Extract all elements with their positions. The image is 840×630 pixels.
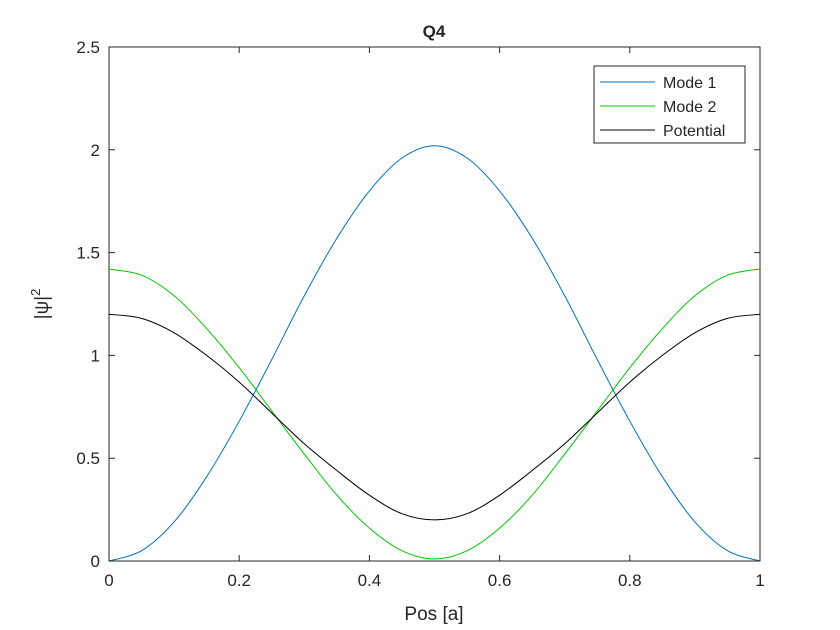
y-tick-label: 1.5 — [76, 244, 100, 263]
legend-label-2: Mode 2 — [663, 99, 716, 116]
y-tick-label: 2 — [91, 141, 100, 160]
legend-label-1: Mode 1 — [663, 75, 716, 92]
y-tick-label: 2.5 — [76, 38, 100, 57]
y-axis-label: |ψ|2 — [28, 289, 53, 320]
y-axis-label-main: |ψ| — [32, 296, 53, 319]
y-tick-label: 1 — [91, 346, 100, 365]
series-line-1 — [108, 145, 761, 562]
x-tick-label: 0.6 — [488, 571, 512, 590]
y-tick-label: 0.5 — [76, 449, 100, 468]
x-tick-label: 0.2 — [227, 571, 251, 590]
ticks-layer: 0 0.2 0.4 0.6 0.8 1 0 0.5 1 1.5 2 2.5 — [76, 38, 764, 590]
series-layer — [108, 145, 761, 562]
series-line-3 — [108, 313, 761, 521]
chart-title: Q4 — [423, 22, 446, 41]
x-axis-label: Pos [a] — [404, 604, 463, 625]
legend: Mode 1 Mode 2 Potential — [593, 65, 746, 144]
x-tick-label: 0.4 — [358, 571, 382, 590]
legend-label-3: Potential — [663, 123, 725, 140]
y-tick-label: 0 — [91, 552, 100, 571]
x-tick-label: 0 — [104, 571, 113, 590]
x-tick-label: 0.8 — [618, 571, 642, 590]
x-tick-label: 1 — [755, 571, 764, 590]
series-line-2 — [108, 268, 761, 560]
y-axis-label-exponent: 2 — [28, 289, 43, 296]
